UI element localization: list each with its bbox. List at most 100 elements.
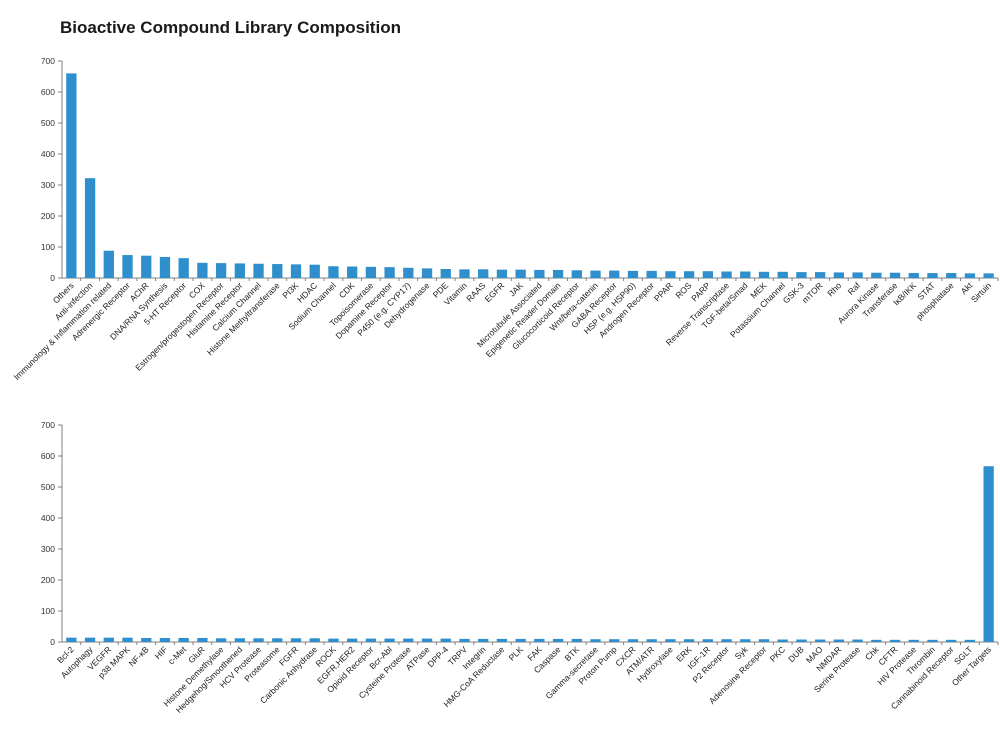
bar [908, 639, 919, 642]
bar [440, 269, 451, 278]
bar [328, 638, 339, 642]
bar [496, 638, 508, 642]
bar [983, 466, 994, 642]
bar [347, 266, 358, 278]
bar [478, 269, 489, 278]
bar [702, 639, 713, 642]
bar [253, 263, 264, 278]
bar [365, 638, 377, 642]
y-tick-label: 100 [41, 606, 55, 616]
bar [84, 178, 96, 278]
x-category-label: PLK [507, 644, 526, 663]
bar [309, 264, 320, 278]
bar [946, 273, 957, 278]
x-category-label: DUB [786, 644, 806, 664]
bar [103, 250, 114, 278]
bar [365, 266, 377, 278]
bar [665, 639, 676, 642]
x-category-label: PKC [768, 644, 787, 663]
bar [290, 638, 302, 642]
bar [571, 638, 582, 642]
bar [964, 273, 976, 278]
bar [347, 638, 358, 642]
bar [721, 271, 732, 278]
bar [253, 638, 264, 642]
bar [852, 272, 863, 278]
y-tick-label: 300 [41, 544, 55, 554]
bar [234, 638, 245, 642]
bar [309, 638, 320, 642]
x-category-label: mTOR [800, 280, 825, 305]
y-tick-label: 500 [41, 482, 55, 492]
bar [871, 639, 882, 642]
bar [646, 639, 657, 642]
bar [272, 264, 283, 278]
bar [889, 639, 901, 642]
x-category-label: RAAS [464, 280, 488, 304]
bar [609, 639, 620, 642]
bar [777, 271, 788, 278]
bar [571, 270, 582, 278]
bar [908, 273, 919, 278]
bar [103, 637, 114, 642]
bar [290, 264, 302, 278]
bar [66, 73, 77, 279]
y-tick-label: 0 [50, 273, 55, 283]
bar [665, 271, 676, 278]
bar [459, 269, 470, 278]
bar [197, 262, 208, 278]
bar [272, 638, 283, 642]
bar [740, 639, 751, 642]
bar [590, 270, 601, 278]
bar [421, 268, 433, 278]
bar [758, 639, 770, 642]
bar [627, 639, 639, 642]
bar [515, 638, 526, 642]
bar [927, 639, 938, 642]
bar [552, 638, 564, 642]
x-category-label: DPP-4 [425, 644, 450, 669]
bar [197, 637, 208, 642]
y-tick-label: 500 [41, 118, 55, 128]
x-category-label: c-Met [166, 644, 189, 667]
y-tick-label: 700 [41, 420, 55, 430]
bar [421, 638, 433, 642]
bar [758, 271, 770, 278]
bar [815, 272, 826, 278]
bar [84, 637, 96, 642]
bar [833, 639, 845, 642]
bar [927, 273, 938, 278]
y-tick-label: 600 [41, 87, 55, 97]
bar [534, 269, 545, 278]
x-category-label: Sirtuin [969, 280, 993, 304]
bar [384, 638, 395, 642]
y-tick-label: 200 [41, 211, 55, 221]
bar [141, 255, 152, 278]
bar [440, 638, 451, 642]
bar [983, 273, 994, 278]
bar [66, 637, 77, 642]
x-category-label: EGFR [483, 280, 507, 304]
bar [852, 639, 863, 642]
bar [328, 266, 339, 278]
bar [702, 271, 713, 278]
bar [683, 639, 695, 642]
bar [178, 258, 189, 278]
bar [815, 639, 826, 642]
bar [946, 639, 957, 642]
y-tick-label: 0 [50, 637, 55, 647]
bar [234, 263, 245, 278]
bar [889, 272, 901, 278]
bar [627, 270, 639, 278]
x-category-label: NF-κB [127, 644, 151, 668]
bar [141, 637, 152, 642]
bar [590, 639, 601, 642]
bar [496, 269, 508, 278]
x-category-label: PPAR [652, 280, 675, 303]
bar [122, 255, 133, 278]
bar [122, 637, 133, 642]
y-tick-label: 700 [41, 56, 55, 66]
y-tick-label: 300 [41, 180, 55, 190]
bar [384, 267, 395, 278]
